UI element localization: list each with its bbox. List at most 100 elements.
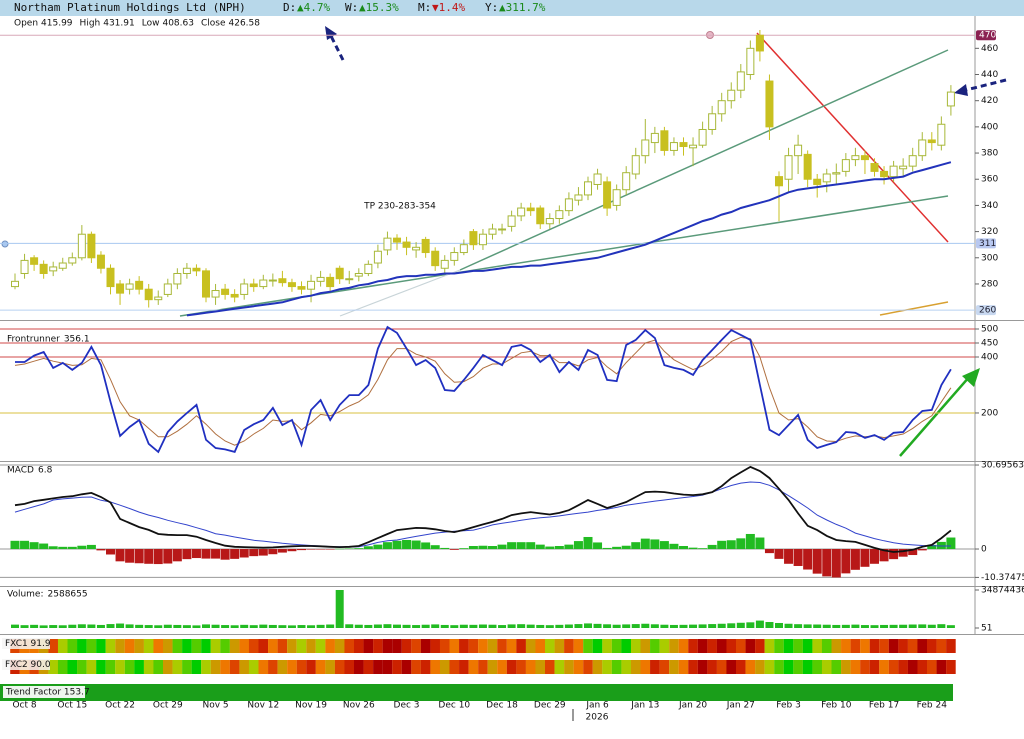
heat-cell [248,639,259,653]
histogram-bar [841,549,851,574]
y-tick-label: 400 [981,352,998,362]
header-title: Northam Platinum Holdings Ltd (NPH) [14,1,246,14]
heat-cell [86,639,97,653]
candle-body [946,91,955,107]
heat-cell [392,660,402,674]
candle-body [354,272,363,277]
histogram-bar [784,549,794,564]
candle-body [402,241,411,248]
volume-bar [96,624,105,628]
heat-cell [77,660,87,674]
volume-bar [192,625,201,628]
candle-body [39,263,48,274]
heat-cell [688,660,698,674]
candle-body [287,282,296,288]
histogram-bar [440,547,450,550]
heat-cell [678,639,689,653]
candle-body [841,159,850,172]
heat-cell [545,660,555,674]
volume-bar [268,624,277,628]
volume-bar [574,624,583,628]
y-tick-label: 200 [981,408,998,418]
heat-cell [478,660,488,674]
heat-cell [774,660,784,674]
x-tick-label: Jan 6 [585,701,609,711]
candle-body [163,283,172,295]
heat-cell [869,660,880,674]
y-tick-label: 30.69563 [981,461,1024,471]
volume-bar [20,625,29,628]
heat-cell [611,639,622,653]
heat-cell [726,660,737,674]
volume-bar [889,624,898,628]
volume-bar [660,624,669,628]
band-title-box [3,686,85,698]
candle-body [622,172,631,191]
volume-bar [746,622,755,628]
series-line [14,465,952,553]
histogram-bar [134,549,144,564]
heat-cell [210,660,221,674]
candle-body [249,283,258,288]
candle-body [440,259,449,269]
heat-cell [354,639,364,653]
panel-title-value: 2588655 [48,590,88,600]
heat-cell [745,639,756,653]
candle-body [775,176,783,187]
volume-bar [689,624,698,628]
histogram-bar [306,549,316,550]
heat-cell [755,639,765,653]
candle-body [650,132,659,144]
histogram-bar [812,549,822,574]
candle-body [603,181,612,209]
strip-title: FXC1 91.9 [5,639,51,649]
series-line [186,161,952,317]
heat-cell [363,660,374,674]
volume-bar [794,624,803,628]
candle-body [278,278,287,284]
strip-title: FXC2 90.0 [5,660,51,670]
y-tick-label: 340 [981,201,998,211]
heat-cell [115,639,125,653]
heat-cell [602,660,612,674]
heat-cell [821,660,832,674]
panel-title-value: 6.8 [38,466,53,476]
heat-cell [831,660,842,674]
heat-cell [707,660,717,674]
heat-cell [153,660,164,674]
candle-body [708,113,717,130]
volume-bar [669,624,678,628]
heat-cell [669,660,679,674]
candle-body [230,293,239,298]
heat-cell [716,660,727,674]
heat-cell [373,639,383,653]
histogram-bar [726,540,736,550]
histogram-bar [822,549,832,577]
histogram-bar [249,549,259,557]
volume-bar [708,624,717,628]
volume-bar [851,624,860,628]
heat-cell [630,639,641,653]
candle-body [660,130,669,151]
histogram-bar [449,549,459,550]
heat-cell [420,639,431,653]
volume-bar [593,623,602,628]
volume-bar [813,624,822,628]
heat-cell [325,660,335,674]
heat-cell [449,660,460,674]
histogram-bar [172,549,182,562]
ohlc-value: 431.91 [103,19,135,29]
candle-body [393,237,401,243]
y-tick-label: 450 [981,338,998,348]
panel-title: Volume: [7,590,44,600]
volume-bar [526,624,535,628]
heat-cell [726,639,737,653]
histogram-bar [927,544,937,550]
y-tick-label: 420 [981,96,998,106]
heat-cell [869,639,880,653]
heat-cell [793,639,803,653]
heat-cell [554,639,565,653]
candle-body [364,263,373,274]
candle-body [469,231,478,246]
volume-bar [354,624,363,628]
